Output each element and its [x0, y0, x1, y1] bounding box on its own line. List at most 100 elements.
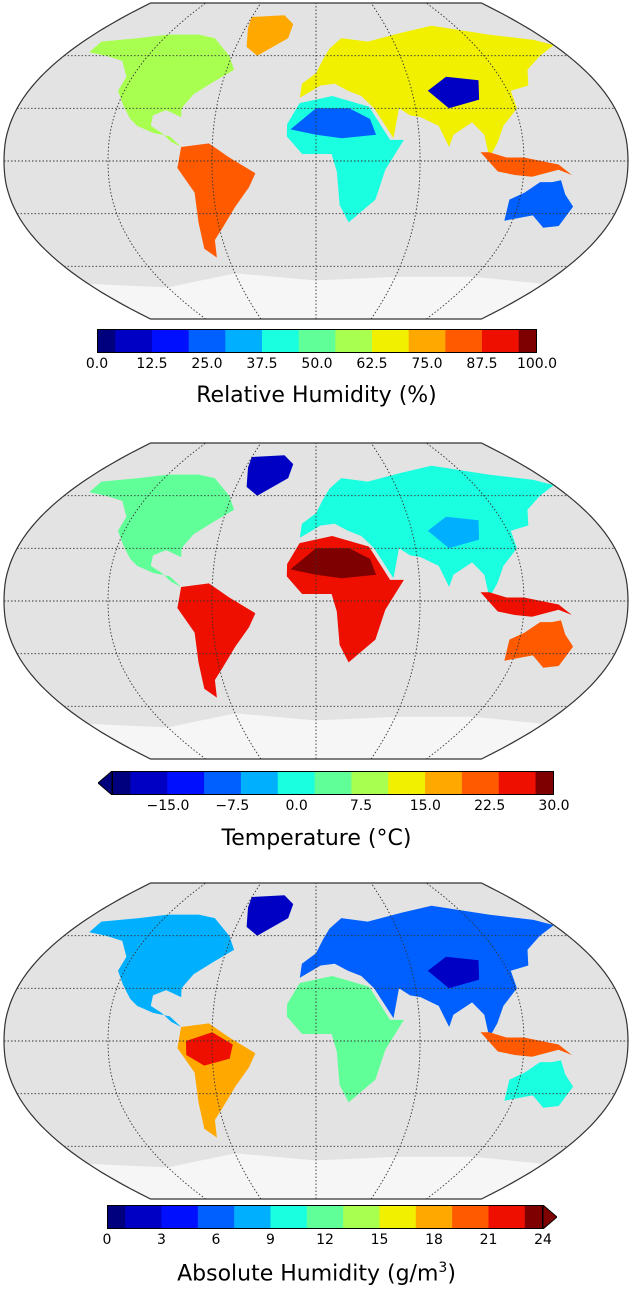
colorbar-tick-label: −7.5	[215, 798, 250, 814]
absolute-humidity-colorbar	[107, 1205, 557, 1229]
landmass-eurasia	[299, 25, 554, 158]
colorbar-swatch	[506, 1205, 526, 1229]
relative-humidity-colorbar	[97, 329, 537, 353]
amazon-region	[186, 1032, 233, 1066]
colorbar-frame	[97, 329, 537, 353]
colorbar-swatch	[288, 1205, 308, 1229]
colorbar-swatch	[452, 1205, 471, 1229]
colorbar-swatch	[125, 1205, 144, 1229]
colorbar-swatch	[170, 329, 190, 353]
colorbar-swatch	[222, 771, 242, 795]
meridian-line	[370, 883, 421, 1199]
colorbar-swatch	[535, 771, 554, 795]
colorbar-swatch	[112, 771, 131, 795]
colorbar-tick-label: 15.0	[409, 798, 441, 814]
graticule	[4, 443, 628, 759]
absolute-humidity-map	[3, 882, 629, 1200]
colorbar-swatch	[445, 329, 465, 353]
colorbar-swatch	[434, 1205, 453, 1229]
meridian-line	[370, 3, 421, 319]
colorbar-swatch	[406, 771, 426, 795]
central-asia-region	[427, 956, 480, 989]
colorbar-tick-label: 12	[316, 1232, 334, 1248]
central-asia-region	[427, 76, 480, 109]
colorbar-swatch	[277, 771, 297, 795]
temperature-colorbar	[98, 771, 554, 795]
landmass-antarctica	[88, 273, 544, 319]
absolute-humidity-colorbar-ticks: 0 3 6 9 12 15 18 21 24	[0, 1232, 633, 1250]
colorbar-swatch	[343, 1205, 362, 1229]
colorbar-swatch	[148, 771, 168, 795]
colorbar-swatch	[280, 329, 300, 353]
meridian-line	[211, 883, 262, 1199]
absolute-humidity-colorbar-label: Absolute Humidity (g/m3)	[0, 1260, 633, 1286]
colorbar-swatch	[498, 771, 518, 795]
colorbar-swatch	[500, 329, 520, 353]
landmass-antarctica	[88, 1153, 544, 1199]
colorbar-swatch	[197, 1205, 217, 1229]
colorbar-swatch	[372, 329, 391, 353]
meridian-line	[107, 443, 207, 759]
colorbar-extend-min	[98, 771, 113, 795]
colorbar-frame	[107, 1205, 543, 1229]
colorbar-tick-label: 100.0	[516, 356, 558, 372]
colorbar-swatch	[353, 329, 373, 353]
colorbar-swatch	[133, 329, 153, 353]
landmass-northAmerica	[89, 34, 235, 147]
colorbar-extend-max	[542, 1205, 557, 1229]
colorbar-swatch	[240, 771, 260, 795]
landmass-greenland	[246, 895, 294, 936]
colorbar-swatch	[482, 329, 501, 353]
colorbar-swatch	[216, 1205, 235, 1229]
meridian-line	[370, 443, 421, 759]
colorbar-tick-label: 3	[157, 1232, 166, 1248]
colorbar-swatch	[107, 1205, 126, 1229]
colorbar-swatch	[115, 329, 135, 353]
colorbar-swatch	[317, 329, 336, 353]
colorbar-swatch	[361, 1205, 380, 1229]
landmass-greenland	[246, 455, 294, 496]
colorbar-swatch	[161, 1205, 181, 1229]
colorbar-swatch	[517, 771, 537, 795]
colorbar-swatch	[388, 771, 408, 795]
absolute-humidity-label-exponent: 3	[438, 1260, 448, 1276]
colorbar-swatch	[306, 1205, 326, 1229]
colorbar-tick-label: 6	[211, 1232, 221, 1248]
colorbar-tick-label: 0.0	[285, 798, 308, 814]
colorbar-swatch	[130, 771, 150, 795]
landmass-australia	[504, 620, 574, 668]
colorbar-tick-label: 12.5	[136, 356, 168, 372]
colorbar-swatch	[397, 1205, 417, 1229]
landmass-indonesia	[480, 152, 572, 177]
colorbar-tick-label: 0.0	[85, 356, 109, 372]
colorbar-tick-label: 62.5	[356, 356, 388, 372]
colorbar-frame	[112, 771, 554, 795]
colorbar-swatch	[185, 771, 205, 795]
colorbar-swatch	[480, 771, 500, 795]
colorbar-tick-label: 22.5	[474, 798, 506, 814]
landmass-southAmerica	[177, 143, 256, 258]
meridian-line	[211, 3, 262, 319]
colorbar-swatch	[415, 1205, 435, 1229]
colorbar-swatch	[379, 1205, 399, 1229]
colorbar-swatch	[333, 771, 352, 795]
colorbar-tick-label: −15.0	[146, 798, 190, 814]
colorbar-swatch	[518, 329, 537, 353]
meridian-line	[107, 3, 207, 319]
landmass-antarctica	[88, 713, 544, 759]
colorbar-swatch	[179, 1205, 199, 1229]
landmass-greenland	[246, 15, 294, 56]
sahara-region	[290, 548, 377, 579]
meridian-line	[425, 883, 525, 1199]
colorbar-tick-label: 50.0	[301, 356, 333, 372]
colorbar-swatch	[207, 329, 226, 353]
map-outline	[3, 442, 629, 760]
absolute-humidity-label-suffix: )	[447, 1261, 456, 1287]
colorbar-swatch	[167, 771, 187, 795]
colorbar-swatch	[243, 329, 263, 353]
graticule	[4, 883, 628, 1199]
colorbar-tick-label: 37.5	[246, 356, 278, 372]
colorbar-swatch	[461, 771, 481, 795]
colorbar-swatch	[97, 329, 116, 353]
relative-humidity-colorbar-label: Relative Humidity (%)	[196, 383, 437, 408]
